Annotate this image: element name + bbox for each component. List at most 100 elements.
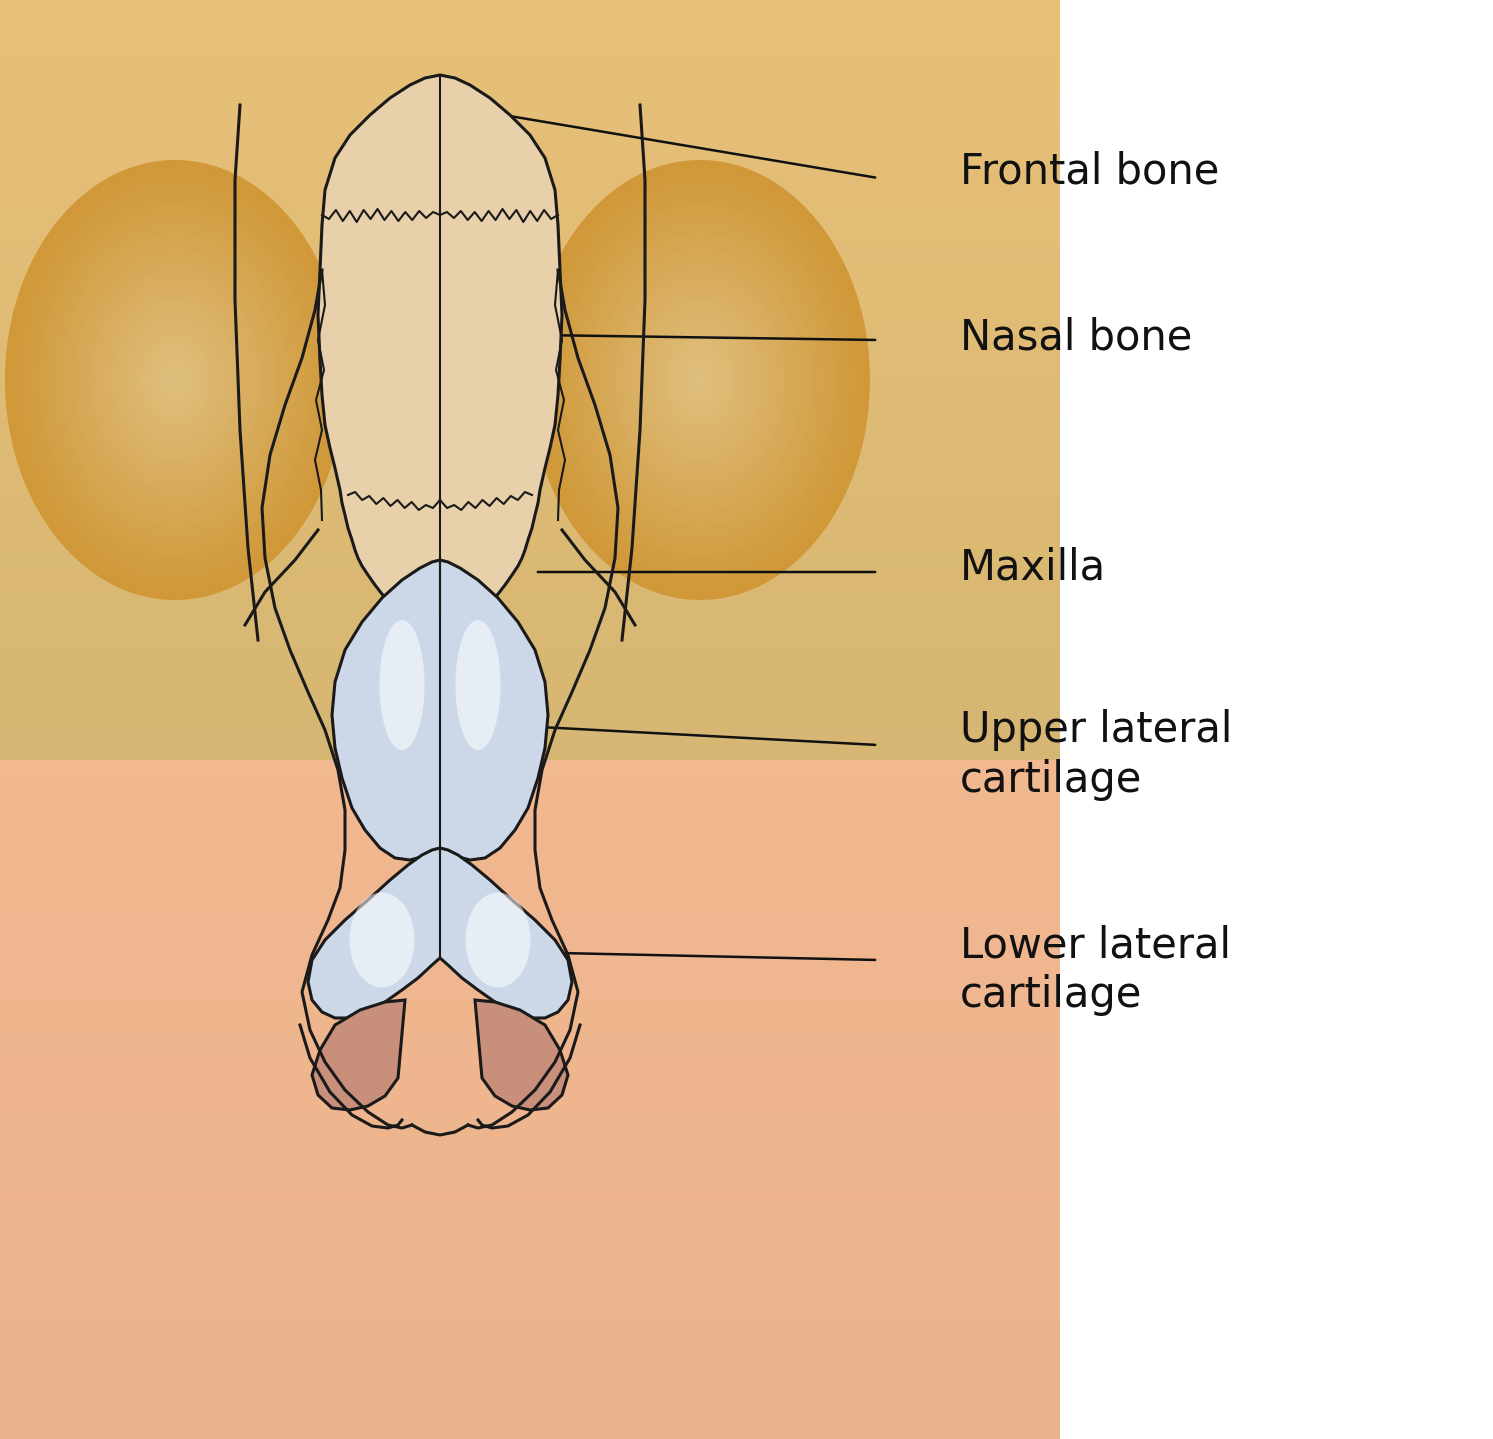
Bar [0, 248, 1060, 268]
Bar [0, 930, 1060, 948]
Bar [0, 190, 1060, 210]
Text: Frontal bone: Frontal bone [960, 151, 1220, 193]
Bar [0, 879, 1060, 896]
Ellipse shape [16, 174, 333, 586]
Bar [0, 862, 1060, 881]
Bar [0, 665, 1060, 685]
Bar [0, 551, 1060, 571]
Bar [0, 1184, 1060, 1203]
Bar [0, 361, 1060, 381]
Bar [0, 1049, 1060, 1066]
Bar [0, 209, 1060, 229]
Bar [0, 1304, 1060, 1322]
Bar [0, 896, 1060, 914]
Ellipse shape [67, 240, 282, 519]
Ellipse shape [672, 344, 729, 417]
Ellipse shape [609, 263, 791, 498]
Bar [0, 741, 1060, 761]
Bar [0, 812, 1060, 829]
Text: Upper lateral: Upper lateral [960, 709, 1232, 751]
Bar [0, 37, 1060, 58]
Polygon shape [331, 560, 548, 861]
Bar [0, 1423, 1060, 1439]
Ellipse shape [688, 366, 711, 394]
Bar [0, 981, 1060, 999]
Bar [0, 1117, 1060, 1135]
Ellipse shape [536, 167, 864, 593]
Ellipse shape [678, 351, 723, 409]
Bar [0, 475, 1060, 495]
Ellipse shape [112, 299, 237, 460]
Bar [0, 153, 1060, 173]
Ellipse shape [73, 248, 278, 512]
Bar [0, 171, 1060, 191]
Ellipse shape [627, 285, 773, 475]
Ellipse shape [61, 233, 288, 527]
Bar [0, 1151, 1060, 1168]
Bar [0, 912, 1060, 931]
Bar [0, 1168, 1060, 1186]
Bar [0, 964, 1060, 981]
Bar [0, 794, 1060, 812]
Bar [0, 1286, 1060, 1305]
Bar [0, 227, 1060, 248]
Ellipse shape [593, 240, 808, 519]
Ellipse shape [638, 299, 763, 460]
Ellipse shape [530, 160, 870, 600]
Bar [0, 266, 1060, 286]
Text: cartilage: cartilage [960, 758, 1142, 802]
Ellipse shape [124, 314, 225, 446]
Ellipse shape [4, 160, 345, 600]
Ellipse shape [45, 212, 306, 548]
Bar [0, 684, 1060, 704]
Bar [0, 722, 1060, 743]
Ellipse shape [558, 197, 842, 563]
Bar [0, 19, 1060, 39]
Ellipse shape [654, 321, 745, 439]
Ellipse shape [146, 344, 203, 417]
Bar [0, 437, 1060, 458]
Ellipse shape [599, 248, 802, 512]
Ellipse shape [564, 204, 836, 555]
Bar [0, 399, 1060, 419]
Ellipse shape [570, 212, 830, 548]
Bar [0, 456, 1060, 476]
Ellipse shape [118, 307, 231, 453]
Polygon shape [308, 848, 572, 1017]
Bar [0, 777, 1060, 794]
Ellipse shape [632, 292, 767, 468]
Ellipse shape [51, 219, 300, 541]
Bar [0, 1271, 1060, 1288]
Ellipse shape [33, 197, 317, 563]
Ellipse shape [164, 366, 187, 394]
Bar [0, 1014, 1060, 1033]
Ellipse shape [587, 233, 814, 527]
Ellipse shape [455, 620, 500, 750]
Ellipse shape [379, 620, 424, 750]
Polygon shape [475, 1000, 567, 1109]
Bar [0, 1389, 1060, 1407]
Bar [0, 1253, 1060, 1271]
Ellipse shape [57, 226, 294, 534]
Ellipse shape [28, 190, 322, 571]
Ellipse shape [90, 271, 260, 491]
Ellipse shape [546, 181, 853, 578]
Bar [0, 1338, 1060, 1356]
Bar [0, 494, 1060, 514]
Bar [0, 999, 1060, 1016]
Bar [0, 1032, 1060, 1050]
Bar [0, 1406, 1060, 1425]
Bar [0, 1099, 1060, 1118]
Bar [0, 0, 1060, 20]
Bar [0, 1084, 1060, 1101]
Ellipse shape [649, 314, 751, 446]
Ellipse shape [466, 892, 530, 987]
Polygon shape [318, 75, 561, 619]
Ellipse shape [158, 358, 193, 401]
Ellipse shape [575, 219, 824, 541]
Ellipse shape [96, 278, 254, 482]
Bar [0, 1236, 1060, 1253]
Bar [0, 704, 1060, 722]
Bar [0, 342, 1060, 363]
Bar [0, 95, 1060, 115]
